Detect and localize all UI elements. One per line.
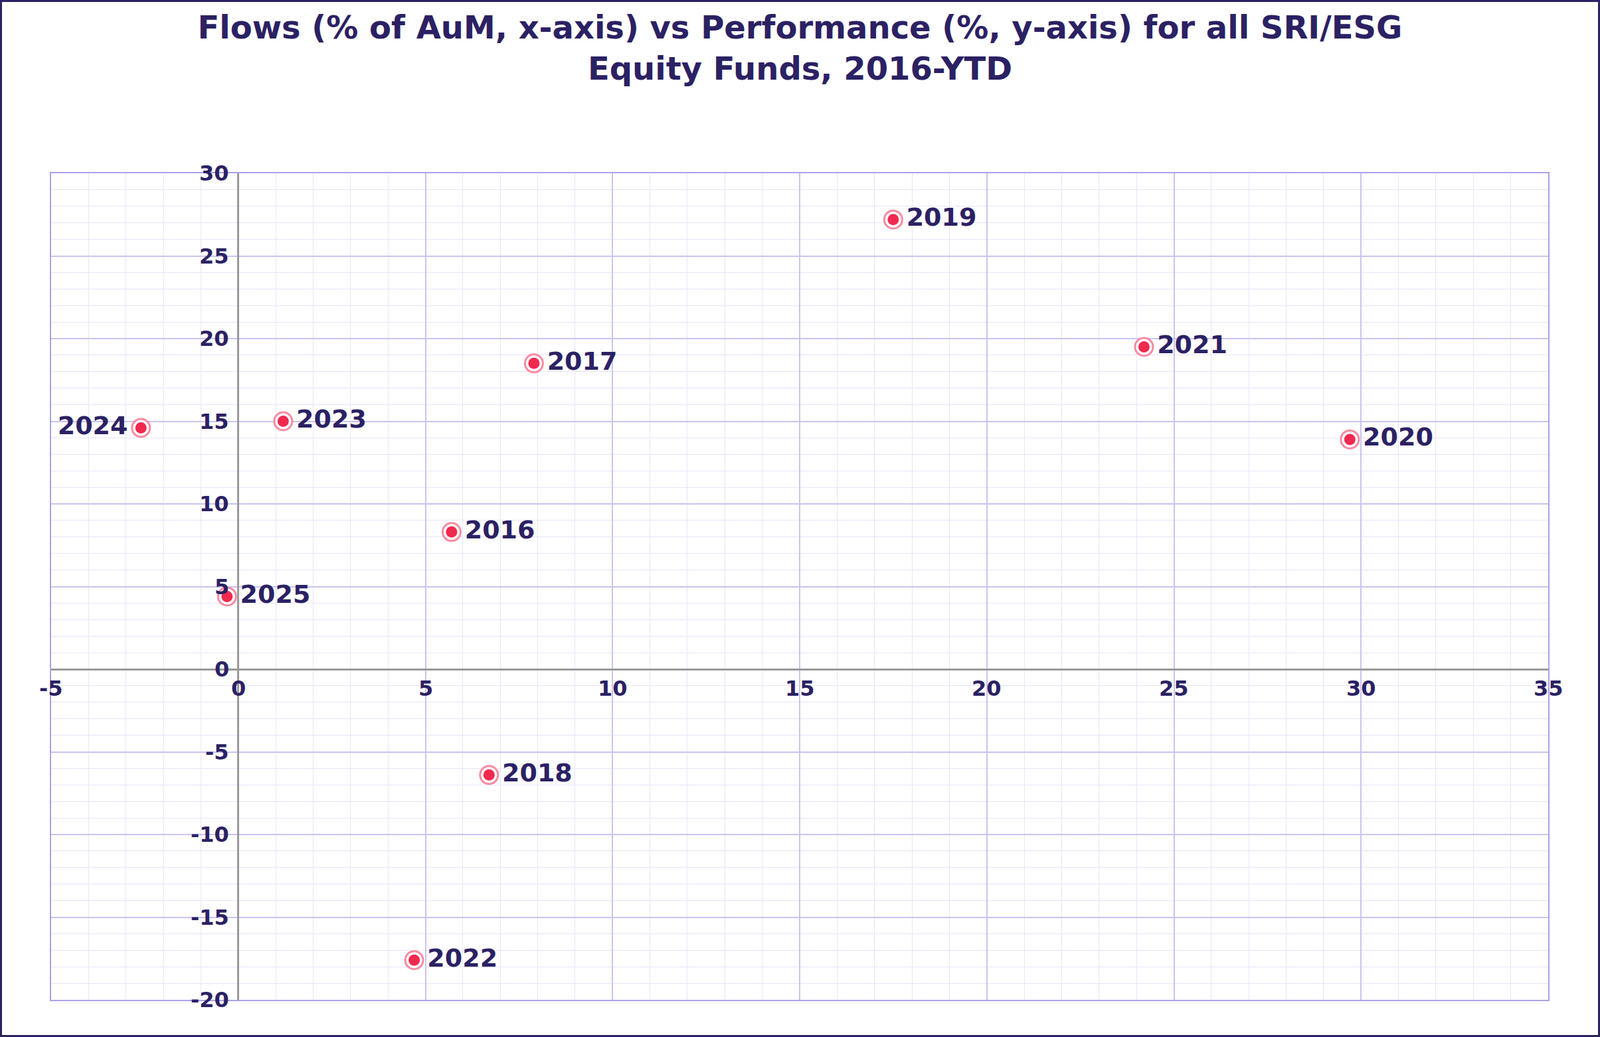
- svg-text:30: 30: [1346, 676, 1377, 702]
- svg-text:2021: 2021: [1156, 330, 1228, 360]
- svg-text:-15: -15: [190, 905, 230, 931]
- svg-text:0: 0: [231, 676, 246, 702]
- svg-text:30: 30: [199, 160, 230, 186]
- svg-text:25: 25: [1158, 676, 1189, 702]
- svg-text:10: 10: [199, 491, 230, 517]
- svg-text:2019: 2019: [906, 202, 978, 232]
- svg-text:-5: -5: [205, 739, 230, 766]
- svg-text:2016: 2016: [464, 515, 536, 545]
- svg-text:15: 15: [785, 676, 815, 702]
- svg-text:2020: 2020: [1362, 422, 1434, 452]
- svg-text:25: 25: [199, 243, 230, 269]
- svg-text:-5: -5: [39, 676, 64, 702]
- svg-text:0: 0: [214, 656, 230, 683]
- svg-text:5: 5: [214, 574, 230, 600]
- svg-text:2025: 2025: [240, 579, 311, 610]
- svg-text:Flows (% of AuM, x-axis) vs Pe: Flows (% of AuM, x-axis) vs Performance …: [197, 8, 1403, 88]
- svg-text:2017: 2017: [547, 346, 618, 376]
- svg-text:2022: 2022: [427, 943, 498, 974]
- svg-text:2018: 2018: [502, 758, 573, 788]
- svg-text:2023: 2023: [296, 404, 367, 434]
- svg-text:2024: 2024: [57, 411, 129, 441]
- svg-text:-10: -10: [190, 822, 230, 848]
- svg-text:20: 20: [971, 676, 1002, 702]
- svg-text:-20: -20: [190, 987, 230, 1013]
- svg-text:35: 35: [1533, 676, 1564, 702]
- svg-text:5: 5: [418, 676, 434, 702]
- svg-text:15: 15: [199, 409, 230, 435]
- svg-text:10: 10: [597, 676, 628, 702]
- svg-text:20: 20: [199, 326, 230, 352]
